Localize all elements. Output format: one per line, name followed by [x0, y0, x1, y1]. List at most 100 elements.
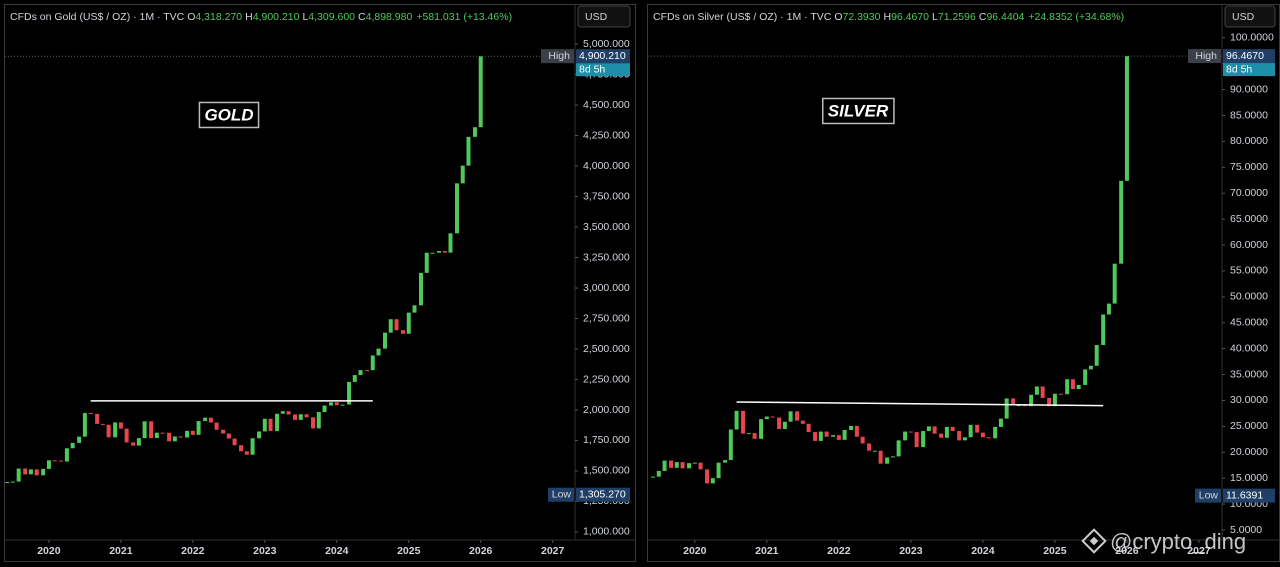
low-value: 1,305.270	[579, 488, 626, 500]
y-tick-label: 3,000.000	[583, 282, 630, 294]
candle	[854, 425, 859, 437]
ohlc-value: 71.2596	[938, 11, 976, 23]
title: CFDs on Silver (US$ / OZ) · 1M · TVC	[653, 11, 832, 23]
y-tick-label: 70.0000	[1230, 187, 1268, 199]
candle	[460, 165, 465, 184]
high-value: 4,900.210	[579, 50, 626, 62]
y-tick-label: 5.0000	[1230, 524, 1262, 536]
charts: CFDs on Gold (US$ / OZ) · 1M · TVC O4,318…	[5, 5, 1280, 557]
candle	[466, 136, 471, 166]
x-tick-label: 2024	[971, 545, 995, 557]
candle	[998, 418, 1003, 427]
high-value: 96.4670	[1226, 50, 1264, 62]
candle	[993, 426, 998, 439]
y-tick-label: 15.0000	[1230, 472, 1268, 484]
x-tick-label: 2027	[1187, 545, 1211, 557]
candle	[418, 272, 423, 306]
candle	[680, 462, 685, 469]
candle	[950, 426, 955, 432]
annotation: SILVER	[828, 101, 889, 120]
candle	[365, 370, 370, 372]
candle	[280, 411, 285, 414]
low-tag	[548, 487, 574, 502]
candle	[160, 432, 165, 434]
change: +24.8352 (+34.68%)	[1028, 11, 1124, 23]
y-tick-label: 3,750.000	[583, 190, 630, 202]
candle	[842, 430, 847, 440]
ohlc-key: C	[979, 11, 987, 23]
candle	[872, 450, 877, 452]
candle	[903, 431, 908, 441]
candle	[28, 469, 33, 475]
x-tick-label: 2026	[1115, 545, 1139, 557]
candle	[250, 438, 255, 455]
candle	[770, 416, 775, 418]
candle	[100, 423, 105, 425]
candle	[208, 417, 213, 423]
candle	[669, 460, 674, 468]
candle	[1094, 345, 1099, 366]
candle	[831, 435, 836, 437]
candle	[70, 442, 75, 449]
candle	[136, 438, 141, 446]
candle	[939, 433, 944, 438]
candle	[329, 402, 334, 406]
x-tick-label: 2022	[181, 545, 205, 557]
candle	[322, 405, 327, 413]
candle	[1016, 405, 1021, 407]
candle	[692, 462, 697, 464]
candle	[759, 419, 764, 439]
y-tick-label: 4,250.000	[583, 129, 630, 141]
y-tick-label: 1,500.000	[583, 465, 630, 477]
y-tick-label: 100.0000	[1230, 32, 1274, 44]
candle	[813, 432, 818, 441]
y-tick-label: 2,500.000	[583, 343, 630, 355]
candle	[728, 429, 733, 461]
candle	[64, 448, 69, 462]
candle	[908, 431, 913, 433]
candle	[257, 431, 262, 439]
x-tick-label: 2025	[1043, 545, 1067, 557]
currency: USD	[1232, 11, 1255, 23]
low-value-tag	[1223, 488, 1275, 503]
ohlc-key: C	[358, 11, 366, 23]
candle	[944, 426, 949, 438]
low-value-tag	[576, 487, 630, 502]
high-tag	[541, 49, 574, 64]
candle	[46, 460, 51, 469]
x-tick-label: 2023	[899, 545, 923, 557]
candle	[741, 410, 746, 434]
candle	[860, 436, 865, 444]
candle	[214, 422, 219, 430]
candle	[149, 421, 154, 439]
candle	[226, 433, 231, 439]
candle	[23, 468, 28, 475]
candle	[836, 435, 841, 440]
y-tick-label: 40.0000	[1230, 342, 1268, 354]
candle	[674, 462, 679, 468]
low-value: 11.6391	[1226, 489, 1263, 501]
y-tick-label: 2,250.000	[583, 373, 630, 385]
candle	[975, 424, 980, 433]
candle	[777, 417, 782, 429]
high-tag	[1188, 49, 1221, 64]
candle	[5, 482, 10, 484]
candle	[298, 414, 303, 420]
candle	[885, 457, 890, 464]
candle	[705, 469, 710, 484]
y-tick-label: 1,750.000	[583, 434, 630, 446]
candle	[1034, 386, 1039, 395]
candle	[723, 460, 728, 463]
annotation-box	[822, 97, 895, 125]
candle	[478, 56, 483, 128]
y-tick-label: 65.0000	[1230, 213, 1268, 225]
candle	[1101, 314, 1106, 346]
candle	[16, 468, 21, 482]
ohlc-key: H	[245, 11, 253, 23]
candle	[340, 404, 345, 406]
countdown: 8d 5h	[1226, 63, 1252, 75]
y-tick-label: 45.0000	[1230, 317, 1268, 329]
candle	[1124, 56, 1129, 181]
candle	[172, 436, 177, 442]
high-tag-label: High	[548, 50, 570, 62]
